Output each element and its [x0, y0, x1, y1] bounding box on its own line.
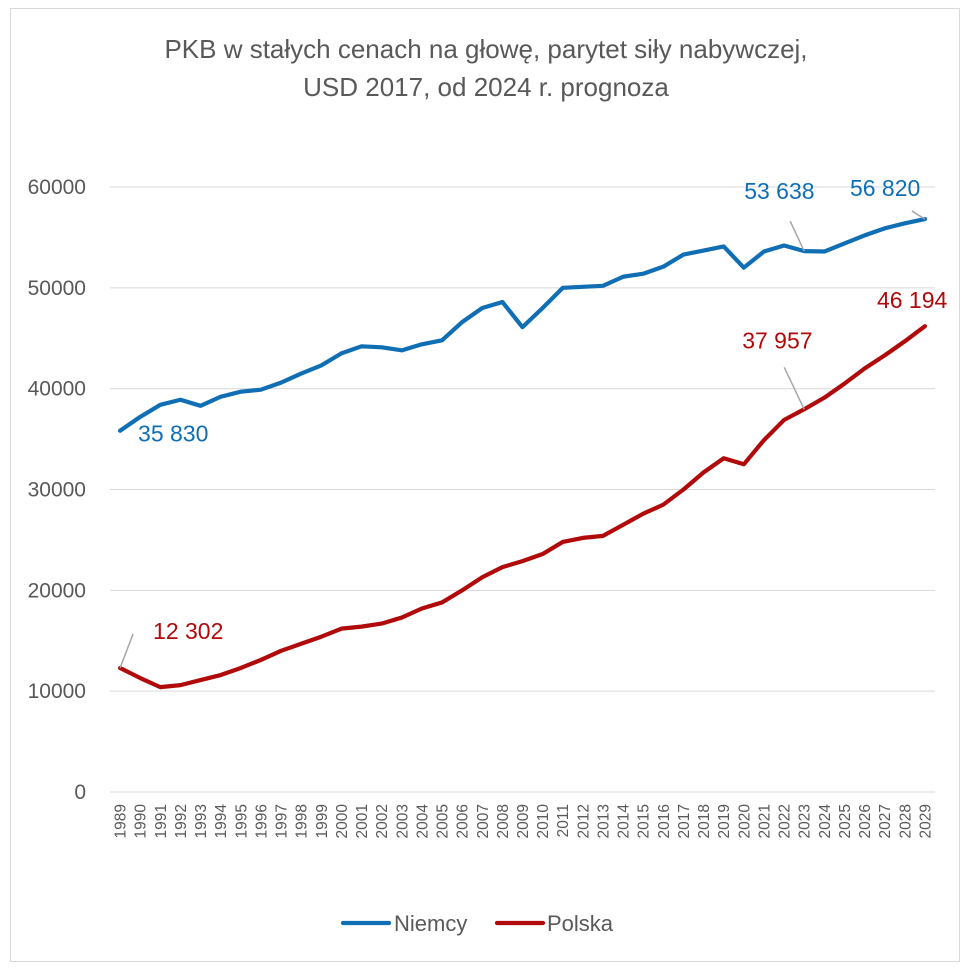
data-label-niemcy-2023: 53 638 [744, 178, 814, 204]
data-label-niemcy-1989: 35 830 [138, 421, 208, 447]
x-tick-label: 1999 [314, 804, 331, 838]
x-tick-label: 2025 [837, 804, 854, 838]
x-tick-label: 1992 [173, 804, 190, 838]
y-tick-label: 40000 [28, 378, 86, 401]
chart-title-line-2: USD 2017, od 2024 r. prognoza [303, 72, 669, 102]
x-tick-label: 2007 [475, 804, 492, 838]
y-tick-label: 20000 [28, 579, 86, 602]
x-tick-label: 2023 [797, 804, 814, 838]
x-tick-label: 2022 [777, 804, 794, 838]
data-label-leader-line [911, 210, 926, 220]
x-tick-label: 2016 [656, 804, 673, 838]
x-tick-label: 2017 [676, 804, 693, 838]
x-tick-label: 1996 [253, 804, 270, 838]
x-tick-label: 2000 [334, 804, 351, 839]
y-axis-tick-labels: 0 10000 20000 30000 40000 50000 60000 [28, 176, 86, 804]
x-tick-label: 2011 [555, 804, 572, 837]
x-tick-label: 2028 [897, 804, 914, 838]
x-tick-label: 2006 [455, 804, 472, 838]
x-tick-label: 2020 [736, 804, 753, 839]
gridlines [110, 186, 935, 793]
y-tick-label: 0 [74, 781, 86, 804]
x-tick-label: 2005 [435, 804, 452, 838]
x-tick-label: 2001 [354, 804, 371, 838]
x-tick-label: 2008 [495, 804, 512, 838]
x-tick-label: 2027 [877, 804, 894, 838]
x-tick-label: 1989 [113, 804, 130, 838]
chart-frame [10, 8, 960, 962]
y-tick-label: 10000 [28, 680, 86, 703]
x-tick-label: 1995 [233, 804, 250, 838]
legend-item-niemcy: Niemcy [340, 911, 467, 936]
legend: Niemcy Polska [340, 911, 614, 936]
data-label-niemcy-2029: 56 820 [850, 175, 920, 201]
y-tick-label: 60000 [28, 176, 86, 199]
x-tick-label: 2019 [716, 804, 733, 838]
x-tick-label: 2004 [414, 804, 431, 839]
data-labels: 35 830 53 638 56 820 12 302 37 957 46 194 [119, 175, 948, 669]
data-label-polska-2029: 46 194 [877, 287, 948, 313]
x-tick-label: 2018 [696, 804, 713, 838]
data-label-leader-line [119, 633, 134, 669]
x-tick-label: 2003 [394, 804, 411, 838]
y-tick-label: 50000 [28, 277, 86, 300]
legend-item-polska: Polska [494, 911, 614, 936]
data-label-leader-line [783, 366, 805, 410]
data-label-polska-1989: 12 302 [153, 618, 223, 644]
x-tick-label: 2002 [374, 804, 391, 838]
x-tick-label: 2026 [857, 804, 874, 838]
x-tick-label: 2014 [616, 804, 633, 839]
x-tick-label: 1997 [274, 804, 291, 838]
x-axis-tick-labels: 1989 1990 1991 1992 1993 1994 1995 1996 1997 1998… [113, 804, 935, 839]
x-tick-label: 1990 [133, 804, 150, 839]
legend-label-polska: Polska [547, 911, 614, 936]
series-polska [117, 324, 928, 690]
series-line-polska [117, 324, 928, 690]
x-tick-label: 2013 [595, 804, 612, 838]
x-tick-label: 2010 [535, 804, 552, 839]
y-tick-label: 30000 [28, 479, 86, 502]
data-label-leader-line [789, 220, 805, 252]
x-tick-label: 2029 [917, 804, 934, 838]
legend-label-niemcy: Niemcy [394, 911, 467, 936]
x-tick-label: 2009 [515, 804, 532, 838]
series-niemcy [117, 216, 928, 433]
x-tick-label: 1994 [213, 804, 230, 839]
x-tick-label: 1998 [294, 804, 311, 838]
x-tick-label: 1991 [153, 804, 170, 838]
data-label-polska-2023: 37 957 [742, 327, 812, 353]
chart-title: PKB w stałych cenach na głowę, parytet s… [164, 34, 807, 102]
x-tick-label: 2024 [817, 804, 834, 839]
series-lines [117, 216, 928, 690]
x-tick-label: 2012 [575, 804, 592, 838]
x-tick-label: 2021 [756, 804, 773, 838]
chart-title-line-1: PKB w stałych cenach na głowę, parytet s… [164, 34, 807, 64]
x-tick-label: 2015 [636, 804, 653, 838]
x-tick-label: 1993 [193, 804, 210, 838]
